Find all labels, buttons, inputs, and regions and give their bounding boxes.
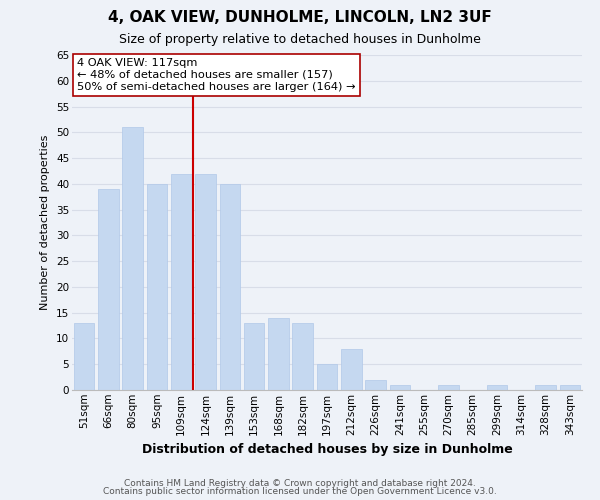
Bar xyxy=(171,174,191,390)
Y-axis label: Number of detached properties: Number of detached properties xyxy=(40,135,50,310)
Text: Contains public sector information licensed under the Open Government Licence v3: Contains public sector information licen… xyxy=(103,487,497,496)
Bar xyxy=(268,318,289,390)
Bar xyxy=(317,364,337,390)
Bar xyxy=(74,323,94,390)
Bar xyxy=(438,385,459,390)
Bar xyxy=(365,380,386,390)
Text: Size of property relative to detached houses in Dunholme: Size of property relative to detached ho… xyxy=(119,32,481,46)
Bar xyxy=(220,184,240,390)
Bar xyxy=(535,385,556,390)
Bar xyxy=(560,385,580,390)
X-axis label: Distribution of detached houses by size in Dunholme: Distribution of detached houses by size … xyxy=(142,443,512,456)
Bar xyxy=(292,323,313,390)
Bar xyxy=(341,349,362,390)
Bar xyxy=(244,323,265,390)
Text: Contains HM Land Registry data © Crown copyright and database right 2024.: Contains HM Land Registry data © Crown c… xyxy=(124,478,476,488)
Text: 4 OAK VIEW: 117sqm
← 48% of detached houses are smaller (157)
50% of semi-detach: 4 OAK VIEW: 117sqm ← 48% of detached hou… xyxy=(77,58,356,92)
Bar xyxy=(146,184,167,390)
Bar xyxy=(195,174,216,390)
Bar xyxy=(122,127,143,390)
Bar xyxy=(389,385,410,390)
Text: 4, OAK VIEW, DUNHOLME, LINCOLN, LN2 3UF: 4, OAK VIEW, DUNHOLME, LINCOLN, LN2 3UF xyxy=(108,10,492,25)
Bar xyxy=(487,385,508,390)
Bar xyxy=(98,189,119,390)
